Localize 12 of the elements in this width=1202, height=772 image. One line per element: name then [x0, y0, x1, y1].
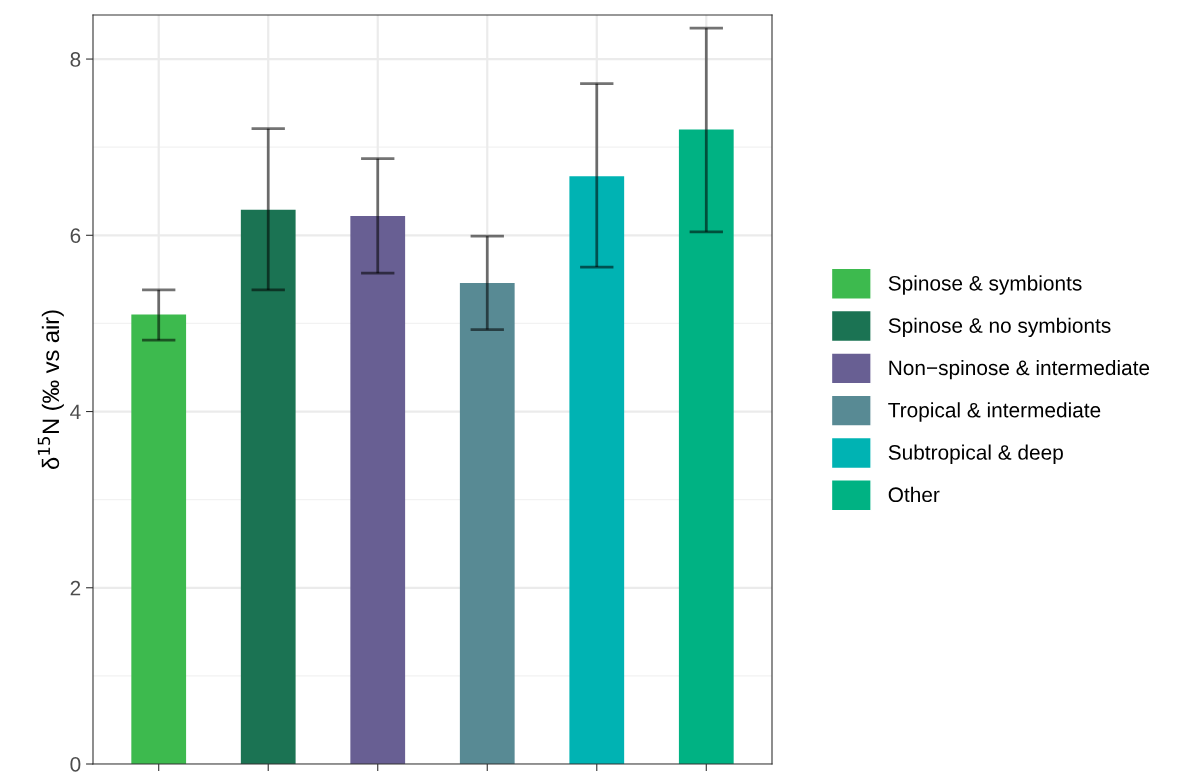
y-tick-label: 2 — [70, 580, 81, 596]
legend-label: Non−spinose & intermediate — [889, 359, 1150, 380]
legend-label: Subtropical & deep — [888, 444, 1063, 464]
y-tick-label: 6 — [70, 228, 81, 244]
legend-label: Spinose & no symbionts — [888, 317, 1111, 338]
legend-label: Tropical & intermediate — [888, 402, 1101, 422]
y-tick-label: 0 — [70, 757, 81, 772]
y-tick-label: 4 — [70, 404, 81, 420]
legend-label: Spinose & symbionts — [888, 275, 1082, 295]
y-tick-label: 8 — [70, 52, 81, 67]
y-axis-title: δ$^{15}$N (‰ vs air) — [37, 310, 64, 470]
legend-label: Other — [888, 486, 940, 503]
